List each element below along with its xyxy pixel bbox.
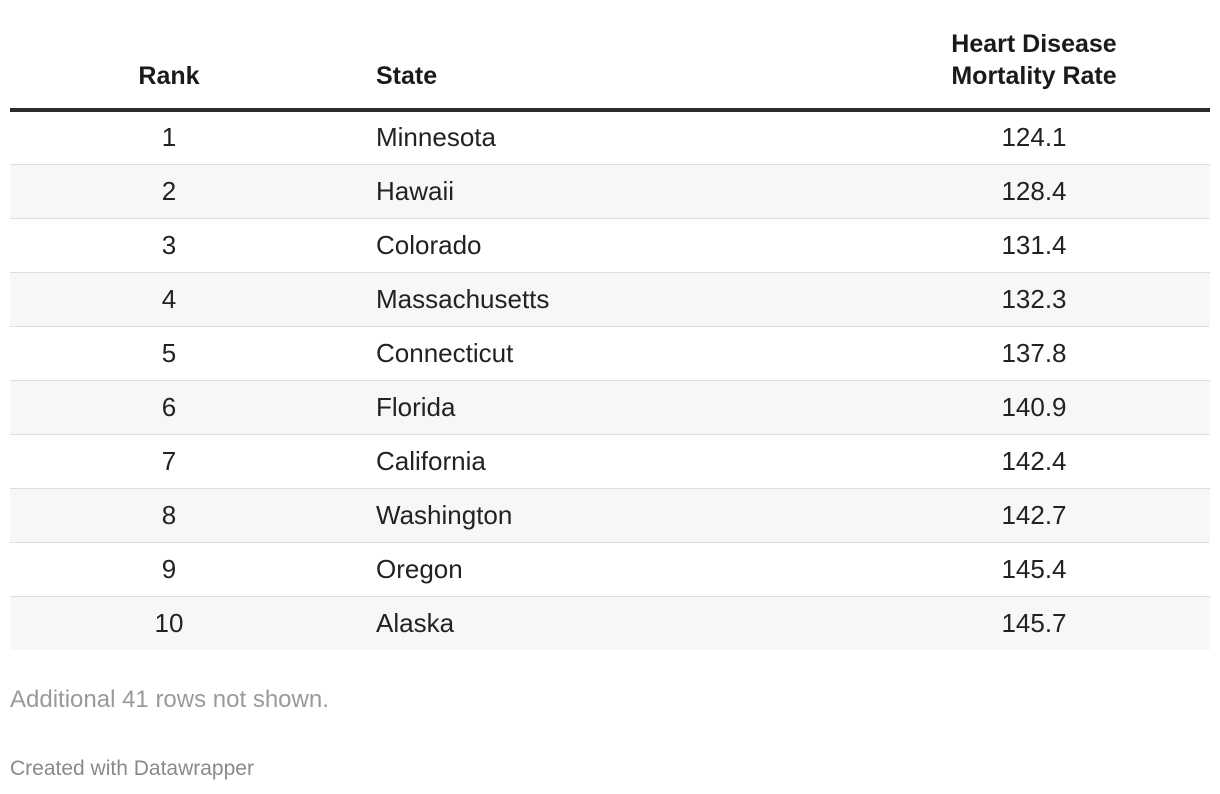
cell-rate: 145.4 bbox=[858, 542, 1210, 597]
cell-rate: 131.4 bbox=[858, 218, 1210, 273]
cell-rate: 128.4 bbox=[858, 164, 1210, 219]
ranking-table: Rank State Heart Disease Mortality Rate … bbox=[10, 0, 1210, 650]
cell-state: Florida bbox=[328, 380, 858, 435]
cell-rate: 145.7 bbox=[858, 596, 1210, 650]
cell-rank: 3 bbox=[10, 218, 328, 273]
column-header-rank[interactable]: Rank bbox=[10, 0, 328, 112]
cell-rank: 1 bbox=[10, 110, 328, 165]
cell-rate: 124.1 bbox=[858, 110, 1210, 165]
table-container: Rank State Heart Disease Mortality Rate … bbox=[10, 0, 1210, 650]
column-header-rate-line1: Heart Disease bbox=[951, 30, 1117, 58]
cell-state: Alaska bbox=[328, 596, 858, 650]
table-row: 6 Florida 140.9 bbox=[10, 380, 1210, 435]
cell-rate: 142.4 bbox=[858, 434, 1210, 489]
table-row: 7 California 142.4 bbox=[10, 434, 1210, 489]
credit-footer: Created with Datawrapper bbox=[10, 757, 254, 780]
cell-state: Massachusetts bbox=[328, 272, 858, 327]
cell-rank: 10 bbox=[10, 596, 328, 650]
cell-rate: 142.7 bbox=[858, 488, 1210, 543]
cell-rate: 137.8 bbox=[858, 326, 1210, 381]
cell-rank: 6 bbox=[10, 380, 328, 435]
cell-state: Connecticut bbox=[328, 326, 858, 381]
cell-rank: 9 bbox=[10, 542, 328, 597]
cell-state: Hawaii bbox=[328, 164, 858, 219]
table-row: 1 Minnesota 124.1 bbox=[10, 110, 1210, 165]
cell-rank: 7 bbox=[10, 434, 328, 489]
cell-rate: 140.9 bbox=[858, 380, 1210, 435]
cell-state: California bbox=[328, 434, 858, 489]
cell-state: Minnesota bbox=[328, 110, 858, 165]
table-row: 8 Washington 142.7 bbox=[10, 488, 1210, 543]
column-header-rate-line2: Mortality Rate bbox=[951, 62, 1117, 90]
cell-rank: 2 bbox=[10, 164, 328, 219]
table-body: 1 Minnesota 124.1 2 Hawaii 128.4 3 Colorado 131.… bbox=[10, 110, 1210, 650]
table-row: 5 Connecticut 137.8 bbox=[10, 326, 1210, 381]
column-header-state[interactable]: State bbox=[328, 0, 858, 112]
table-row: 10 Alaska 145.7 bbox=[10, 596, 1210, 650]
column-header-rate[interactable]: Heart Disease Mortality Rate bbox=[858, 0, 1210, 112]
cell-rate: 132.3 bbox=[858, 272, 1210, 327]
cell-rank: 8 bbox=[10, 488, 328, 543]
cell-state: Oregon bbox=[328, 542, 858, 597]
header-row: Rank State Heart Disease Mortality Rate bbox=[10, 0, 1210, 112]
table-row: 2 Hawaii 128.4 bbox=[10, 164, 1210, 219]
table-row: 4 Massachusetts 132.3 bbox=[10, 272, 1210, 327]
table-row: 3 Colorado 131.4 bbox=[10, 218, 1210, 273]
table-note: Additional 41 rows not shown. bbox=[10, 686, 329, 713]
table-row: 9 Oregon 145.4 bbox=[10, 542, 1210, 597]
cell-rank: 5 bbox=[10, 326, 328, 381]
cell-state: Washington bbox=[328, 488, 858, 543]
cell-state: Colorado bbox=[328, 218, 858, 273]
cell-rank: 4 bbox=[10, 272, 328, 327]
